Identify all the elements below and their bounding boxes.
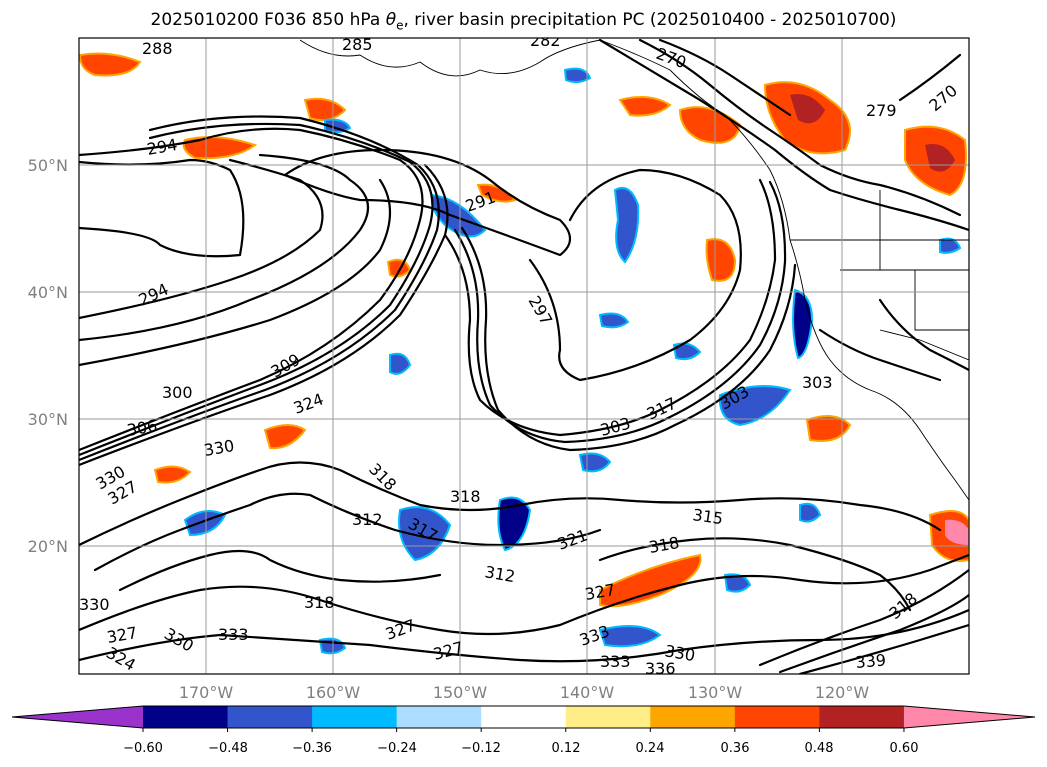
contour-label: 333 xyxy=(600,652,631,671)
lon-label: 130°W xyxy=(688,683,743,702)
contour-label: 318 xyxy=(450,487,481,506)
colorbar-extend-min xyxy=(12,706,143,728)
lat-label: 30°N xyxy=(28,410,68,429)
colorbar-tick-label: −0.48 xyxy=(208,741,248,756)
colorbar-tick-label: −0.36 xyxy=(292,741,332,756)
precip-shading xyxy=(79,52,969,655)
colorbar-labels: −0.60 −0.48 −0.36 −0.24 −0.12 0.12 0.24 … xyxy=(123,741,918,756)
colorbar-segment xyxy=(312,706,398,728)
contour-label: 315 xyxy=(691,505,724,528)
colorbar-tick-label: 0.24 xyxy=(636,741,665,756)
contour-label: 303 xyxy=(802,373,833,392)
lon-label: 150°W xyxy=(433,683,488,702)
colorbar-segment xyxy=(227,706,313,728)
lon-label: 160°W xyxy=(306,683,361,702)
colorbar-segment xyxy=(481,706,567,728)
lon-label: 140°W xyxy=(560,683,615,702)
lat-label: 50°N xyxy=(28,156,68,175)
lat-label: 20°N xyxy=(28,537,68,556)
colorbar xyxy=(11,705,1036,732)
colorbar-tick-label: −0.12 xyxy=(461,741,501,756)
colorbar-tick-label: 0.36 xyxy=(721,741,750,756)
contour-label: 279 xyxy=(866,101,897,120)
contour-label: 336 xyxy=(645,659,676,678)
map-title: 2025010200 F036 850 hPa θe, river basin … xyxy=(150,10,897,33)
colorbar-tick-label: −0.60 xyxy=(123,741,163,756)
colorbar-tick-label: −0.24 xyxy=(377,741,417,756)
colorbar-segment xyxy=(565,706,651,728)
colorbar-extend-max xyxy=(903,706,1035,728)
contour-label: 318 xyxy=(304,593,335,612)
latitude-labels: 50°N 40°N 30°N 20°N xyxy=(28,156,68,556)
colorbar-tick-label: 0.12 xyxy=(552,741,581,756)
plot-frame xyxy=(78,37,970,675)
contour-label: 282 xyxy=(530,31,561,50)
graticule xyxy=(79,38,969,674)
contour-label: 330 xyxy=(79,595,110,614)
contour-label: 285 xyxy=(342,35,373,54)
colorbar-segment xyxy=(650,706,736,728)
colorbar-tick-label: 0.48 xyxy=(805,741,834,756)
coastlines xyxy=(299,39,969,501)
lon-label: 170°W xyxy=(179,683,234,702)
colorbar-segment xyxy=(734,706,820,728)
contour-label: 300 xyxy=(162,383,193,402)
colorbar-segment xyxy=(396,706,482,728)
lat-label: 40°N xyxy=(28,283,68,302)
contour-label: 288 xyxy=(142,39,173,58)
contour-label: 339 xyxy=(855,650,887,672)
contour-label: 333 xyxy=(218,625,249,644)
longitude-labels: 170°W 160°W 150°W 140°W 130°W 120°W xyxy=(179,683,870,702)
contour-label: 312 xyxy=(352,510,383,529)
lon-label: 120°W xyxy=(815,683,870,702)
colorbar-segment xyxy=(143,706,229,728)
colorbar-tick-label: 0.60 xyxy=(890,741,919,756)
colorbar-segment xyxy=(819,706,905,728)
